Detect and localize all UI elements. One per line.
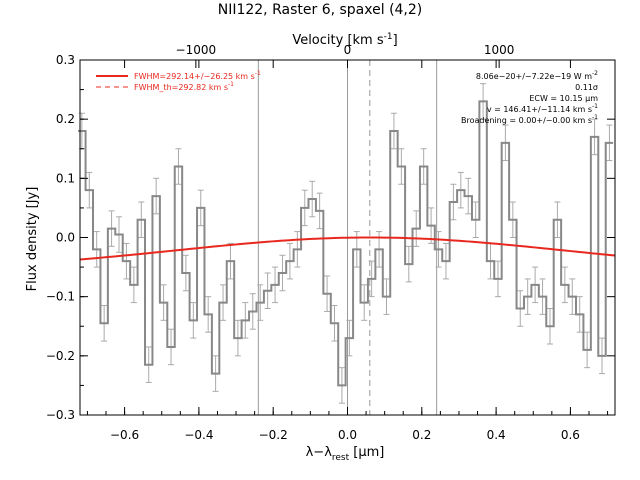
x-axis-label: λ−λrest [μm] [306, 445, 385, 463]
y-tick-label-4: 0.1 [56, 171, 75, 185]
top-tick-label-2: 1000 [484, 43, 515, 57]
annotation-velocity: v = 146.41+/−11.14 km s-1 [487, 103, 598, 114]
x-tick-label-3: 0.0 [338, 428, 357, 442]
y-ticks: −0.3 −0.2 −0.1 0.0 0.1 0.2 0.3 [46, 53, 615, 422]
x-tick-label-0: −0.6 [110, 428, 139, 442]
gaussian-fit-line [79, 236, 616, 261]
annotation-ecw: ECW = 10.15 μm [529, 94, 598, 103]
annotation-broadening: Broadening = 0.00+/−0.00 km s-1 [461, 114, 598, 125]
annotation-significance: 0.11σ [575, 83, 598, 92]
top-tick-label-1: 0 [344, 43, 352, 57]
y-tick-label-3: 0.0 [56, 231, 75, 245]
x-tick-label-5: 0.4 [487, 428, 506, 442]
top-tick-label-0: −1000 [176, 43, 217, 57]
fit-annotations: 8.06e−20+/−7.22e−19 W m-2 0.11σ ECW = 10… [461, 70, 598, 125]
x-tick-label-6: 0.6 [561, 428, 580, 442]
y-axis-label: Flux density [Jy] [25, 187, 40, 292]
x-tick-label-4: 0.2 [412, 428, 431, 442]
x-tick-label-2: −0.2 [259, 428, 288, 442]
y-tick-label-6: 0.3 [56, 53, 75, 67]
x-tick-label-1: −0.4 [184, 428, 213, 442]
y-tick-label-1: −0.2 [46, 349, 75, 363]
legend-item-fwhm: FWHM=292.14+/−26.25 km s-1 [134, 70, 261, 81]
chart-title: NII122, Raster 6, spaxel (4,2) [218, 2, 423, 18]
top-ticks: −1000 0 1000 [176, 43, 515, 68]
flux-step-line [78, 100, 614, 387]
legend-item-fwhm-th: FWHM_th=292.82 km s-1 [134, 81, 234, 92]
y-tick-label-5: 0.2 [56, 112, 75, 126]
annotation-flux: 8.06e−20+/−7.22e−19 W m-2 [476, 70, 598, 81]
y-tick-label-2: −0.1 [46, 290, 75, 304]
top-axis-label: Velocity [km s-1] [292, 32, 397, 48]
y-tick-label-0: −0.3 [46, 408, 75, 422]
legend: FWHM=292.14+/−26.25 km s-1 FWHM_th=292.8… [96, 70, 261, 92]
x-ticks: −0.6 −0.4 −0.2 0.0 0.2 0.4 0.6 [86, 60, 609, 442]
